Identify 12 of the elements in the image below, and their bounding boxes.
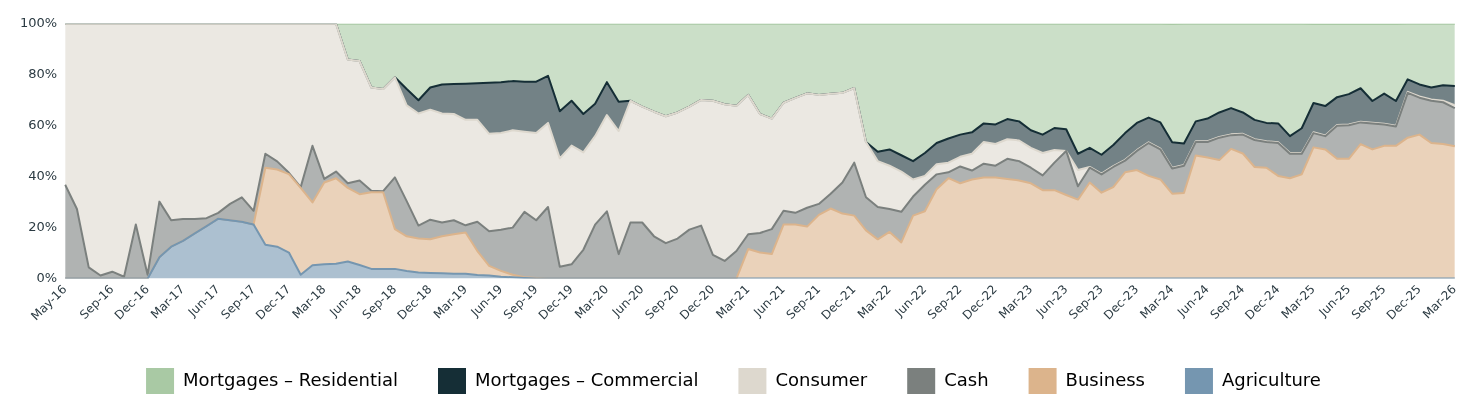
y-tick-label: 40% [28,168,58,184]
legend-label: Mortgages – Residential [183,368,398,390]
legend-label: Cash [944,368,989,390]
legend-label: Agriculture [1221,368,1321,390]
y-tick-label: 60% [28,117,58,133]
y-tick-label: 100% [19,15,58,31]
y-tick-label: 80% [28,66,58,82]
y-tick-label: 20% [28,218,58,234]
legend-label: Business [1065,368,1145,390]
y-tick-label: 0% [36,269,58,285]
legend-label: Mortgages – Commercial [474,368,699,390]
legend-label: Consumer [775,368,868,390]
